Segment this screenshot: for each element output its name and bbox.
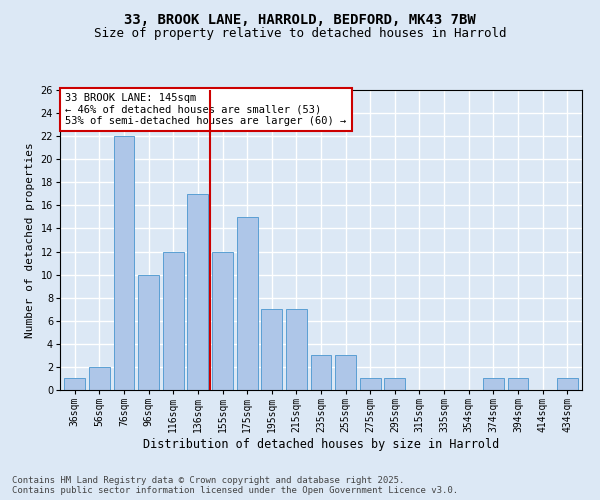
X-axis label: Distribution of detached houses by size in Harrold: Distribution of detached houses by size … [143, 438, 499, 451]
Text: Contains HM Land Registry data © Crown copyright and database right 2025.
Contai: Contains HM Land Registry data © Crown c… [12, 476, 458, 495]
Bar [508, 378, 529, 390]
Y-axis label: Number of detached properties: Number of detached properties [25, 142, 35, 338]
Bar [557, 378, 578, 390]
Bar [89, 367, 110, 390]
Bar [212, 252, 233, 390]
Bar [311, 356, 331, 390]
Bar [236, 217, 257, 390]
Bar [335, 356, 356, 390]
Bar [360, 378, 381, 390]
Bar [138, 274, 159, 390]
Bar [483, 378, 504, 390]
Text: Size of property relative to detached houses in Harrold: Size of property relative to detached ho… [94, 28, 506, 40]
Bar [187, 194, 208, 390]
Bar [261, 309, 282, 390]
Bar [163, 252, 184, 390]
Bar [385, 378, 406, 390]
Bar [113, 136, 134, 390]
Bar [64, 378, 85, 390]
Bar [286, 309, 307, 390]
Text: 33, BROOK LANE, HARROLD, BEDFORD, MK43 7BW: 33, BROOK LANE, HARROLD, BEDFORD, MK43 7… [124, 12, 476, 26]
Text: 33 BROOK LANE: 145sqm
← 46% of detached houses are smaller (53)
53% of semi-deta: 33 BROOK LANE: 145sqm ← 46% of detached … [65, 93, 346, 126]
